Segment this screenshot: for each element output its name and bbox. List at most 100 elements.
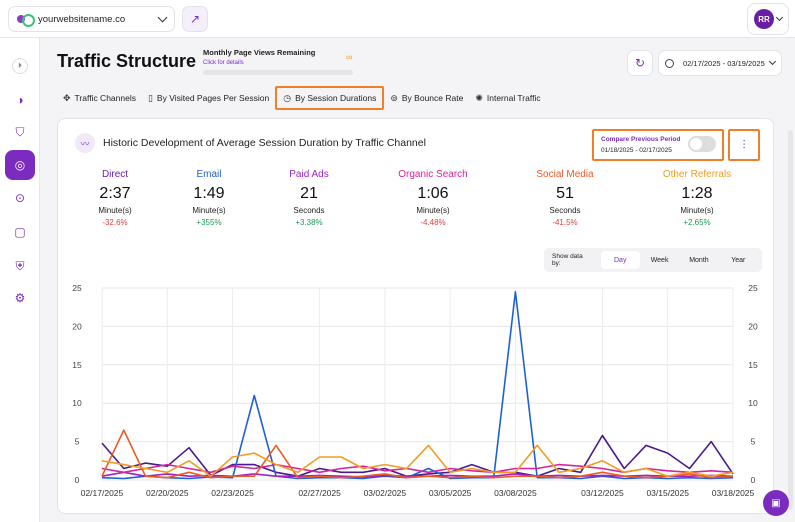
y-tick-label-left: 0	[75, 475, 80, 485]
sidebar: ⏵ ◑ ⛉ ◎ ⊙ ▢ ⛨ ⚙	[0, 38, 40, 522]
scrollbar[interactable]	[788, 130, 793, 510]
y-tick-label-right: 10	[748, 398, 758, 408]
stat-unit: Minute(s)	[416, 206, 450, 215]
site-name: yourwebsitename.co	[38, 13, 126, 25]
chat-support-button[interactable]: ▣	[763, 490, 789, 516]
x-tick-label: 03/12/2025	[581, 488, 624, 498]
bag-icon: ⛉	[15, 124, 25, 139]
y-tick-label-left: 15	[72, 360, 82, 370]
period-month[interactable]: Month	[689, 256, 709, 264]
chevron-down-icon	[775, 13, 784, 21]
y-tick-label-right: 25	[748, 283, 758, 293]
stat-unit: Seconds	[549, 206, 581, 215]
session-duration-chart: 0 0 5 5 10 10 15 15 20 20 25 25 02/17/2025 02/20/2025…	[72, 283, 758, 498]
chat-icon: ▣	[771, 497, 781, 509]
chevron-down-icon	[157, 12, 168, 22]
x-tick-label: 03/05/2025	[429, 488, 472, 498]
bounce-icon: ⊚	[390, 92, 398, 103]
series-line-other-referrals	[101, 444, 734, 477]
tab-internal-traffic[interactable]: ✺ Internal Traffic	[469, 86, 546, 110]
stat-unit: Minute(s)	[680, 206, 714, 215]
sidebar-item-target[interactable]: ⊙	[6, 184, 34, 212]
stat-organic-search: Organic Search 1:06 Minute(s) -4.48%	[378, 169, 488, 227]
gear-icon: ⚙	[14, 291, 26, 305]
stat-name: Social Media	[536, 169, 594, 180]
date-range-picker[interactable]: 02/17/2025 - 03/19/2025	[658, 50, 782, 76]
stat-delta: +355%	[196, 218, 222, 227]
refresh-button[interactable]: ↻	[627, 50, 653, 76]
target-icon: ⊙	[14, 191, 26, 205]
external-link-icon: ↗	[189, 12, 201, 26]
x-tick-label: 03/18/2025	[712, 488, 755, 498]
session-duration-card: 〰 Historic Development of Average Sessio…	[57, 118, 774, 514]
sidebar-item-dashboard[interactable]: ◑	[6, 86, 34, 114]
sidebar-collapse-button[interactable]: ⏵	[6, 52, 34, 80]
stat-direct: Direct 2:37 Minute(s) -32.6%	[60, 169, 170, 227]
series-line-email	[101, 291, 734, 480]
stat-value: 51	[556, 185, 574, 202]
quota-progress-bar	[203, 70, 353, 75]
series-line-direct	[101, 434, 734, 477]
tab-label: By Bounce Rate	[401, 93, 464, 103]
x-tick-label: 02/20/2025	[146, 488, 189, 498]
stat-value: 1:28	[681, 185, 713, 202]
top-bar: yourwebsitename.co ↗ RR	[0, 0, 795, 38]
filter-settings-button[interactable]: ⫶	[728, 129, 760, 161]
tab-bar: ✥ Traffic Channels ▯ By Visited Pages Pe…	[57, 86, 547, 110]
quota-details-link[interactable]: Click for details	[203, 60, 244, 66]
chevron-down-icon	[768, 57, 776, 65]
stat-name: Paid Ads	[289, 169, 329, 180]
tab-bounce-rate[interactable]: ⊚ By Bounce Rate	[384, 86, 469, 110]
stat-name: Email	[196, 169, 222, 180]
sidebar-item-shop[interactable]: ⛉	[6, 118, 34, 146]
clock-icon	[665, 58, 674, 68]
external-link-button[interactable]: ↗	[182, 6, 208, 32]
tab-label: Internal Traffic	[486, 93, 541, 103]
stat-delta: +3.38%	[295, 218, 323, 227]
sidebar-item-traffic[interactable]: ◎	[5, 150, 35, 180]
period-day[interactable]: Day	[600, 251, 640, 269]
period-selector: Show data by: Day Week Month Year	[544, 248, 762, 272]
x-tick-label: 03/15/2025	[646, 488, 689, 498]
compare-range: 01/18/2025 - 02/17/2025	[601, 147, 672, 154]
stat-unit: Seconds	[293, 206, 325, 215]
stat-value: 21	[300, 185, 318, 202]
period-year[interactable]: Year	[731, 256, 746, 264]
tab-visited-pages[interactable]: ▯ By Visited Pages Per Session	[142, 86, 275, 110]
tab-session-durations[interactable]: ◷ By Session Durations	[275, 86, 385, 110]
stat-unit: Minute(s)	[98, 206, 132, 215]
quota-value: ∞	[346, 52, 353, 62]
collapse-icon: ⏵	[12, 58, 28, 74]
avatar: RR	[754, 9, 774, 29]
signal-icon: ◎	[14, 158, 26, 172]
sidebar-item-messages[interactable]: ▢	[6, 218, 34, 246]
period-week[interactable]: Week	[650, 256, 669, 264]
compare-previous-period: Compare Previous Period 01/18/2025 - 02/…	[592, 129, 724, 161]
y-tick-label-left: 5	[75, 437, 80, 447]
stat-name: Organic Search	[398, 169, 468, 180]
stat-value: 1:06	[417, 185, 449, 202]
sidebar-item-security[interactable]: ⛨	[6, 252, 34, 280]
x-tick-label: 03/02/2025	[364, 488, 407, 498]
tab-traffic-channels[interactable]: ✥ Traffic Channels	[57, 86, 142, 110]
chat-icon: ▢	[14, 225, 26, 239]
shield-icon: ⛨	[15, 258, 25, 273]
internal-icon: ✺	[475, 92, 483, 103]
site-logo-icon	[17, 13, 35, 27]
user-menu-button[interactable]: RR	[747, 3, 789, 35]
compare-toggle[interactable]	[688, 136, 716, 152]
sidebar-item-settings[interactable]: ⚙	[6, 284, 34, 312]
pie-chart-icon: ◑	[16, 93, 24, 107]
website-selector[interactable]: yourwebsitename.co	[8, 6, 175, 32]
y-tick-label-left: 25	[72, 283, 82, 293]
stat-delta: -32.6%	[102, 218, 128, 227]
x-tick-label: 03/08/2025	[494, 488, 537, 498]
stat-other-referrals: Other Referrals 1:28 Minute(s) +2.65%	[642, 169, 752, 227]
stat-delta: -4.48%	[420, 218, 446, 227]
card-title: Historic Development of Average Session …	[103, 137, 426, 149]
y-tick-label-right: 5	[751, 437, 756, 447]
stat-delta: +2.65%	[683, 218, 711, 227]
stopwatch-icon: ◷	[283, 92, 292, 103]
x-tick-label: 02/23/2025	[211, 488, 254, 498]
y-tick-label-left: 10	[72, 398, 82, 408]
